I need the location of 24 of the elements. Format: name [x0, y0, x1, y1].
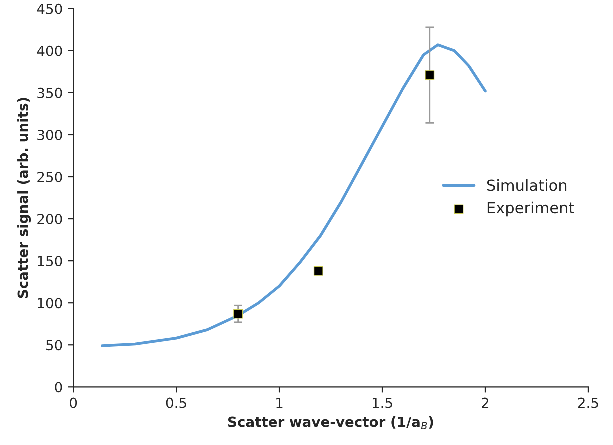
point [425, 70, 435, 80]
y-axis-title: Scatter signal (arb. units) [18, 98, 32, 298]
y-tick-label: 250 [38, 172, 62, 182]
y-tick-label: 350 [38, 88, 62, 98]
legend-label: Simulation [487, 179, 567, 192]
legend-label: Experiment [488, 202, 574, 217]
x-tick-label: 2 [482, 398, 489, 408]
x-axis-title: Scatter wave-vector (1/a$_{B}$) [228, 416, 434, 430]
point [234, 309, 244, 319]
point [314, 266, 324, 276]
y-tick-label: 0 [55, 382, 62, 393]
y-tick-label: 50 [46, 340, 62, 351]
x-tick-label: 1 [276, 398, 283, 408]
y-tick-label: 150 [38, 256, 62, 267]
y-tick-label: 400 [37, 46, 62, 56]
y-tick-label: 100 [38, 298, 62, 309]
x-tick-label: 0 [70, 398, 78, 408]
x-tick-label: 0.5 [166, 398, 186, 408]
x-tick-label: 1.5 [372, 398, 392, 408]
x-tick-label: 2.5 [578, 398, 598, 408]
y-tick-label: 300 [38, 130, 62, 140]
y-tick-label: 200 [38, 214, 62, 225]
line-series [101, 44, 487, 348]
y-tick-label: 450 [37, 4, 62, 14]
